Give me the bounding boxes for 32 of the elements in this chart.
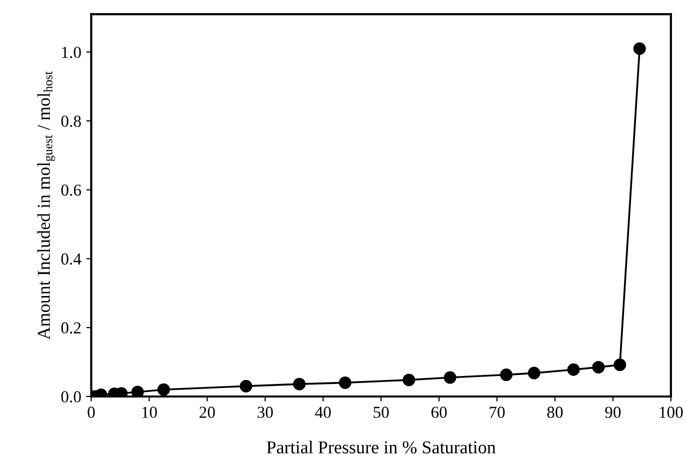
x-tick-label: 80 [547, 406, 563, 418]
point [131, 386, 144, 396]
y-tick-label: 0.8 [61, 116, 81, 127]
point [240, 380, 252, 392]
point [500, 368, 513, 382]
x-tick-label: 90 [605, 406, 621, 418]
x-tick-label: 70 [490, 406, 505, 418]
y-axis-title: Amount Included in mol$_{guest}$ / mol$_{host}$ [37, 71, 55, 340]
x-tick-label: 0 [88, 406, 95, 418]
point [567, 363, 580, 376]
y-tick-label: 0.6 [61, 184, 82, 196]
point [293, 378, 306, 390]
x-axis-title: Partial Pressure in % Saturation [266, 440, 496, 454]
point [338, 376, 352, 389]
point [402, 374, 416, 386]
x-tick-label: 30 [258, 406, 273, 418]
x-tick-label: 20 [200, 406, 215, 418]
point [157, 383, 170, 396]
point [614, 358, 626, 372]
point [444, 371, 456, 384]
y-tick-label: 0.0 [61, 391, 81, 402]
point [633, 42, 646, 55]
point [528, 366, 540, 380]
point [592, 360, 605, 374]
y-tick-label: 0.2 [61, 322, 81, 334]
x-tick-label: 40 [315, 406, 331, 418]
x-tick-label: 60 [431, 406, 447, 418]
x-tick-label: 50 [374, 406, 389, 418]
y-tick-label: 1.0 [62, 46, 81, 58]
x-tick-label: 100 [660, 406, 683, 418]
x-tick-label: 10 [142, 406, 157, 418]
y-tick-label: 0.4 [61, 253, 82, 265]
